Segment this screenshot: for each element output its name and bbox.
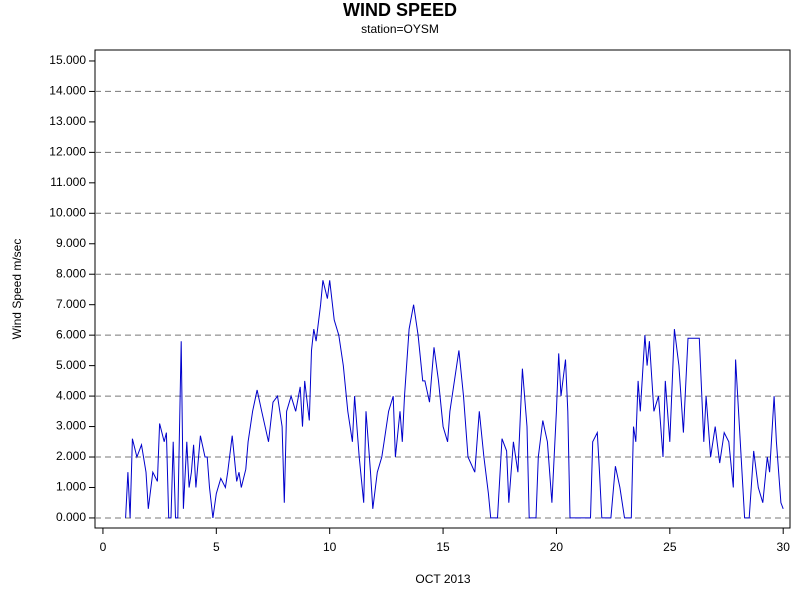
x-tick-label: 30 [777,540,791,554]
y-tick-label: 9.000 [56,236,86,250]
y-tick-label: 3.000 [56,419,86,433]
x-tick-label: 15 [436,540,450,554]
y-tick-label: 5.000 [56,358,86,372]
y-tick-label: 2.000 [56,449,86,463]
y-tick-label: 7.000 [56,297,86,311]
y-tick-label: 6.000 [56,327,86,341]
x-tick-label: 5 [213,540,220,554]
y-tick-label: 13.000 [49,114,86,128]
data-line [125,280,784,519]
x-axis-label: OCT 2013 [415,572,470,586]
y-tick-label: 4.000 [56,388,86,402]
chart-title: WIND SPEED [343,0,457,20]
y-tick-label: 12.000 [49,145,86,159]
x-tick-label: 0 [100,540,107,554]
y-tick-label: 14.000 [49,84,86,98]
x-tick-label: 25 [663,540,677,554]
x-tick-label: 10 [323,540,337,554]
y-tick-label: 11.000 [50,175,86,189]
y-tick-label: 15.000 [49,53,86,67]
y-tick-label: 8.000 [56,266,86,280]
y-tick-label: 10.000 [49,205,86,219]
y-axis-label: Wind Speed m/sec [10,239,24,340]
y-tick-label: 0.000 [56,510,86,524]
plot-frame [94,49,791,529]
x-tick-label: 20 [550,540,564,554]
chart-subtitle: station=OYSM [361,22,439,36]
y-tick-label: 1.000 [56,480,86,494]
